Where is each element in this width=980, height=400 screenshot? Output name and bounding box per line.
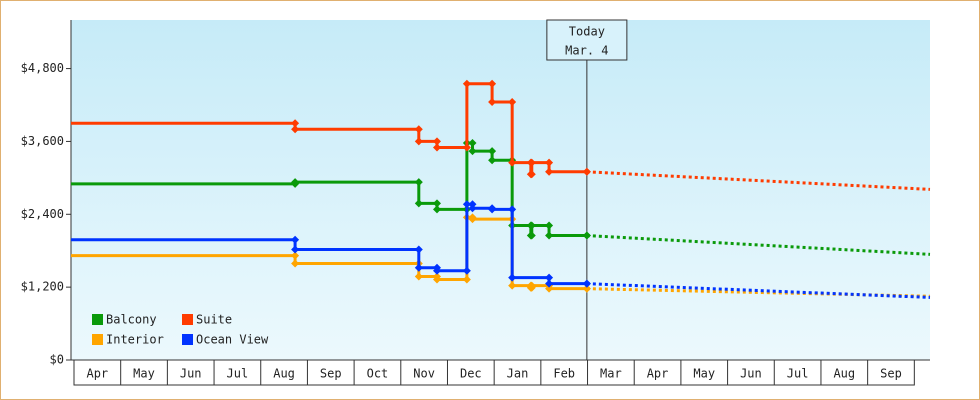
point-marker <box>508 158 517 167</box>
y-tick-label: $0 <box>50 353 64 367</box>
point-marker <box>433 266 442 275</box>
point-marker <box>291 178 300 187</box>
x-tick-label: Apr <box>86 367 108 381</box>
point-marker <box>433 275 442 284</box>
point-marker <box>488 97 497 106</box>
point-marker <box>291 245 300 254</box>
point-marker <box>291 251 300 260</box>
x-tick-label: Dec <box>460 367 482 381</box>
point-marker <box>414 245 423 254</box>
point-marker <box>433 199 442 208</box>
x-tick-label: Jul <box>787 367 809 381</box>
point-marker <box>545 221 554 230</box>
legend-label: Interior <box>106 333 164 347</box>
point-marker <box>414 178 423 187</box>
legend-label: Suite <box>196 313 232 327</box>
point-marker <box>414 137 423 146</box>
legend-swatch <box>92 314 103 325</box>
x-tick-label: Jun <box>180 367 202 381</box>
x-tick-label: Feb <box>553 367 575 381</box>
point-marker <box>545 273 554 282</box>
x-tick-label: Aug <box>273 367 295 381</box>
point-marker <box>545 279 554 288</box>
point-marker <box>468 138 477 147</box>
y-tick-label: $2,400 <box>21 207 64 221</box>
point-marker <box>527 231 536 240</box>
point-marker <box>468 147 477 156</box>
legend-label: Balcony <box>106 313 157 327</box>
x-tick-label: Mar <box>600 367 622 381</box>
x-tick-label: Jun <box>740 367 762 381</box>
x-tick-label: Aug <box>833 367 855 381</box>
point-marker <box>462 79 471 88</box>
point-marker <box>527 170 536 179</box>
point-marker <box>488 147 497 156</box>
point-marker <box>545 167 554 176</box>
point-marker <box>468 204 477 213</box>
today-date: Mar. 4 <box>565 44 608 58</box>
point-marker <box>291 119 300 128</box>
x-tick-label: May <box>133 367 155 381</box>
point-marker <box>545 284 554 293</box>
today-label: Today <box>569 25 605 39</box>
point-marker <box>462 266 471 275</box>
point-marker <box>527 281 536 290</box>
plot-area <box>71 20 930 360</box>
y-tick-label: $3,600 <box>21 134 64 148</box>
point-marker <box>462 143 471 152</box>
today-box <box>546 19 628 61</box>
y-tick-label: $1,200 <box>21 280 64 294</box>
point-marker <box>414 125 423 134</box>
x-tick-label: Nov <box>413 367 435 381</box>
point-marker <box>545 231 554 240</box>
point-marker <box>527 221 536 230</box>
point-marker <box>508 97 517 106</box>
point-marker <box>414 199 423 208</box>
point-marker <box>508 273 517 282</box>
x-tick-label: Sep <box>320 367 342 381</box>
point-marker <box>414 263 423 272</box>
legend-swatch <box>182 334 193 345</box>
point-marker <box>291 235 300 244</box>
point-marker <box>291 259 300 268</box>
x-tick-label: May <box>693 367 715 381</box>
legend-label: Ocean View <box>196 333 269 347</box>
point-marker <box>488 156 497 165</box>
point-marker <box>508 205 517 214</box>
point-marker <box>527 158 536 167</box>
legend-swatch <box>92 334 103 345</box>
point-marker <box>545 158 554 167</box>
point-marker <box>433 205 442 214</box>
point-marker <box>488 205 497 214</box>
point-marker <box>414 272 423 281</box>
point-marker <box>291 125 300 134</box>
series-line <box>71 141 587 238</box>
point-marker <box>462 275 471 284</box>
x-tick-label: Jan <box>507 367 529 381</box>
x-tick-label: Jul <box>227 367 249 381</box>
point-marker <box>433 137 442 146</box>
x-tick-label: Apr <box>647 367 669 381</box>
point-marker <box>488 79 497 88</box>
legend-swatch <box>182 314 193 325</box>
y-tick-label: $4,800 <box>21 61 64 75</box>
point-marker <box>433 143 442 152</box>
x-tick-label: Sep <box>880 367 902 381</box>
x-tick-label: Oct <box>367 367 389 381</box>
point-marker <box>468 215 477 224</box>
point-marker <box>462 200 471 209</box>
point-marker <box>508 281 517 290</box>
